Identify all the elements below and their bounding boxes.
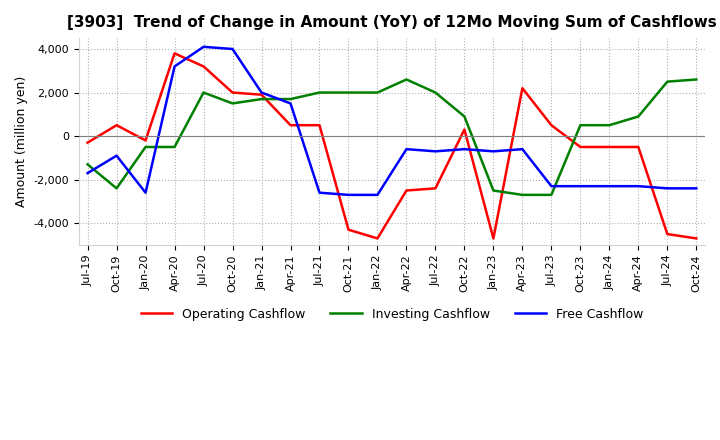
Investing Cashflow bbox=[84, 162, 92, 167]
Free Cashflow bbox=[402, 147, 411, 152]
Investing Cashflow bbox=[518, 192, 527, 198]
Free Cashflow bbox=[141, 190, 150, 195]
Operating Cashflow bbox=[112, 123, 121, 128]
Operating Cashflow bbox=[373, 236, 382, 241]
Investing Cashflow bbox=[344, 90, 353, 95]
Operating Cashflow bbox=[576, 144, 585, 150]
Investing Cashflow bbox=[373, 90, 382, 95]
Investing Cashflow bbox=[402, 77, 411, 82]
Free Cashflow bbox=[692, 186, 701, 191]
Line: Operating Cashflow: Operating Cashflow bbox=[88, 53, 696, 238]
Line: Free Cashflow: Free Cashflow bbox=[88, 47, 696, 195]
Operating Cashflow bbox=[84, 140, 92, 145]
Free Cashflow bbox=[373, 192, 382, 198]
Investing Cashflow bbox=[547, 192, 556, 198]
Operating Cashflow bbox=[315, 123, 324, 128]
Operating Cashflow bbox=[257, 92, 266, 97]
Operating Cashflow bbox=[170, 51, 179, 56]
Operating Cashflow bbox=[228, 90, 237, 95]
Operating Cashflow bbox=[199, 64, 208, 69]
Free Cashflow bbox=[460, 147, 469, 152]
Investing Cashflow bbox=[228, 101, 237, 106]
Legend: Operating Cashflow, Investing Cashflow, Free Cashflow: Operating Cashflow, Investing Cashflow, … bbox=[135, 303, 648, 326]
Free Cashflow bbox=[518, 147, 527, 152]
Investing Cashflow bbox=[460, 114, 469, 119]
Free Cashflow bbox=[431, 149, 440, 154]
Investing Cashflow bbox=[489, 188, 498, 193]
Operating Cashflow bbox=[402, 188, 411, 193]
Free Cashflow bbox=[344, 192, 353, 198]
Title: [3903]  Trend of Change in Amount (YoY) of 12Mo Moving Sum of Cashflows: [3903] Trend of Change in Amount (YoY) o… bbox=[67, 15, 717, 30]
Operating Cashflow bbox=[547, 123, 556, 128]
Operating Cashflow bbox=[489, 236, 498, 241]
Free Cashflow bbox=[315, 190, 324, 195]
Free Cashflow bbox=[286, 101, 294, 106]
Operating Cashflow bbox=[141, 138, 150, 143]
Investing Cashflow bbox=[431, 90, 440, 95]
Investing Cashflow bbox=[663, 79, 672, 84]
Operating Cashflow bbox=[605, 144, 613, 150]
Free Cashflow bbox=[605, 183, 613, 189]
Free Cashflow bbox=[84, 170, 92, 176]
Operating Cashflow bbox=[518, 85, 527, 91]
Free Cashflow bbox=[663, 186, 672, 191]
Operating Cashflow bbox=[286, 123, 294, 128]
Investing Cashflow bbox=[257, 96, 266, 102]
Operating Cashflow bbox=[692, 236, 701, 241]
Investing Cashflow bbox=[692, 77, 701, 82]
Operating Cashflow bbox=[663, 231, 672, 237]
Investing Cashflow bbox=[315, 90, 324, 95]
Free Cashflow bbox=[489, 149, 498, 154]
Line: Investing Cashflow: Investing Cashflow bbox=[88, 80, 696, 195]
Operating Cashflow bbox=[344, 227, 353, 232]
Investing Cashflow bbox=[170, 144, 179, 150]
Investing Cashflow bbox=[605, 123, 613, 128]
Free Cashflow bbox=[257, 90, 266, 95]
Operating Cashflow bbox=[431, 186, 440, 191]
Operating Cashflow bbox=[460, 127, 469, 132]
Investing Cashflow bbox=[286, 96, 294, 102]
Investing Cashflow bbox=[112, 186, 121, 191]
Investing Cashflow bbox=[141, 144, 150, 150]
Free Cashflow bbox=[547, 183, 556, 189]
Investing Cashflow bbox=[634, 114, 643, 119]
Y-axis label: Amount (million yen): Amount (million yen) bbox=[15, 76, 28, 207]
Investing Cashflow bbox=[576, 123, 585, 128]
Free Cashflow bbox=[170, 64, 179, 69]
Investing Cashflow bbox=[199, 90, 208, 95]
Free Cashflow bbox=[634, 183, 643, 189]
Free Cashflow bbox=[228, 46, 237, 51]
Free Cashflow bbox=[199, 44, 208, 49]
Free Cashflow bbox=[112, 153, 121, 158]
Operating Cashflow bbox=[634, 144, 643, 150]
Free Cashflow bbox=[576, 183, 585, 189]
